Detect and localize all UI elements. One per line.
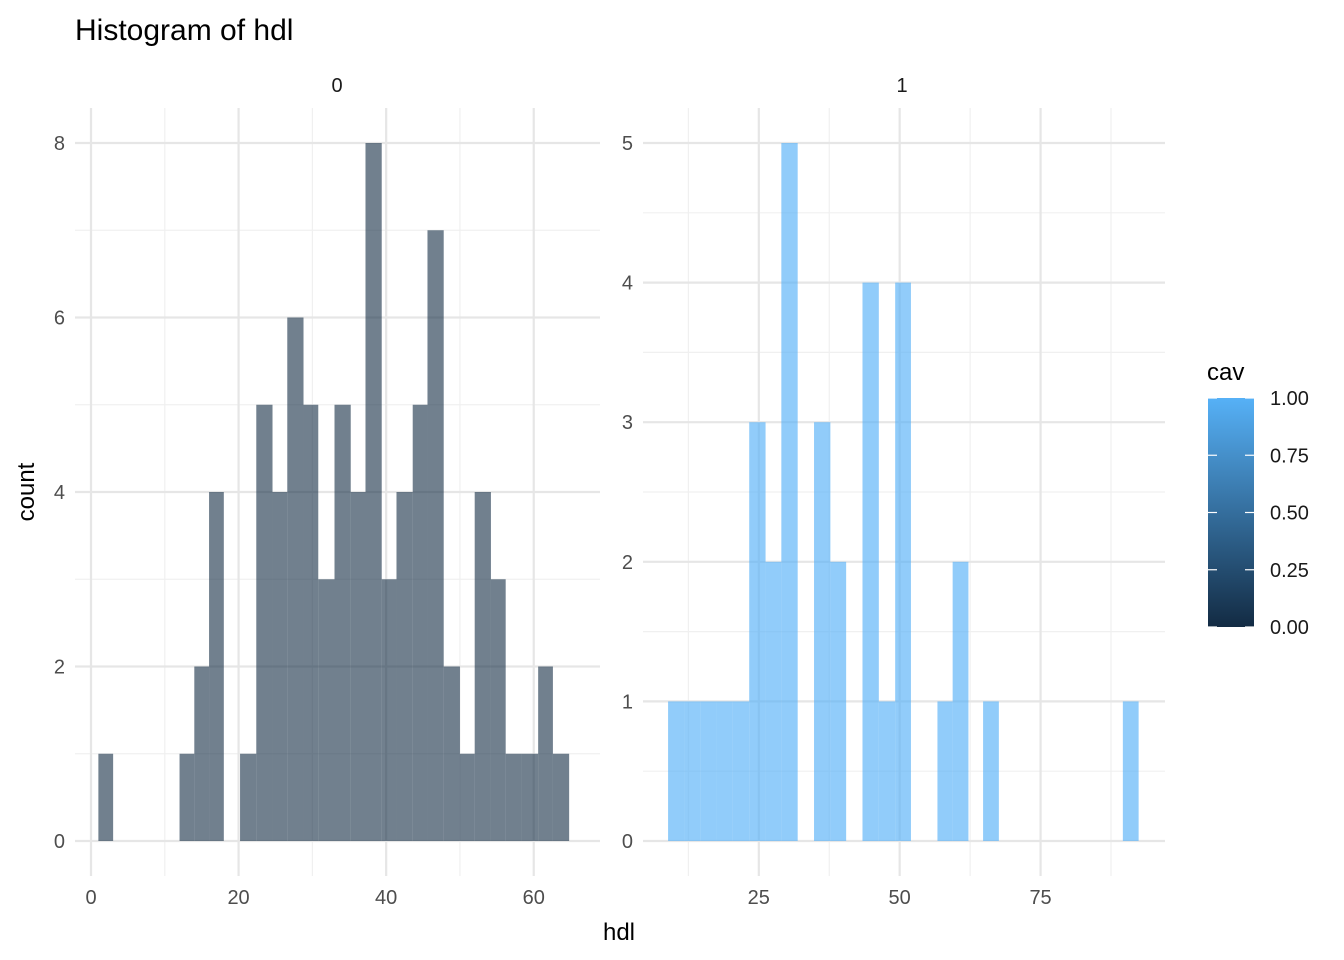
legend-label: 0.50: [1270, 503, 1309, 525]
histogram-bar: [749, 422, 766, 841]
facet-panel-1: 1 0 1 2 3 4 5 25 50 75: [622, 75, 1165, 909]
x-tick-label: 40: [375, 887, 397, 909]
histogram-bar: [781, 143, 798, 841]
y-tick-label: 6: [54, 308, 65, 330]
histogram-bar: [700, 701, 717, 841]
histogram-bar: [287, 317, 304, 841]
legend-label: 1.00: [1270, 388, 1309, 410]
histogram-bar: [427, 230, 444, 841]
y-tick-label: 0: [54, 831, 65, 853]
histogram-bar: [365, 143, 382, 841]
x-tick-label: 25: [748, 887, 770, 909]
histogram-bar: [443, 666, 460, 841]
y-tick-label: 1: [622, 691, 633, 713]
histogram-bar: [505, 753, 522, 841]
x-tick-label: 60: [523, 887, 545, 909]
y-tick-label: 0: [622, 831, 633, 853]
histogram-bar: [765, 561, 782, 841]
histogram-bar: [412, 404, 428, 841]
histogram-bar: [862, 282, 879, 842]
histogram-bar: [668, 701, 685, 841]
legend-label: 0.00: [1270, 617, 1309, 639]
histogram-bar: [256, 404, 273, 841]
histogram-bar: [98, 753, 114, 841]
histogram-bar: [983, 701, 999, 841]
histogram-bar: [194, 666, 210, 841]
histogram-bar: [272, 492, 288, 841]
x-tick-label: 20: [227, 887, 249, 909]
y-tick-label: 3: [622, 412, 633, 434]
legend-title: cav: [1207, 359, 1244, 386]
histogram-bar: [381, 579, 397, 841]
histogram-bar: [937, 701, 953, 841]
y-tick-label: 2: [622, 552, 633, 574]
histogram-bar: [490, 579, 506, 841]
histogram-bar: [459, 753, 475, 841]
histogram-bar: [814, 422, 831, 841]
histogram-bar: [240, 753, 257, 841]
y-tick-label: 4: [622, 273, 633, 295]
x-tick-label: 75: [1029, 887, 1051, 909]
histogram-bar: [396, 492, 413, 841]
facet-strip-label-1: 1: [896, 75, 907, 97]
legend-label: 0.75: [1270, 445, 1309, 467]
histogram-bar: [179, 753, 195, 841]
legend-label: 0.25: [1270, 560, 1309, 582]
histogram-bar: [350, 492, 366, 841]
histogram-bar: [318, 579, 335, 841]
histogram-bar: [303, 404, 319, 841]
histogram-bar: [334, 404, 351, 841]
histogram-bar: [952, 561, 969, 841]
histogram-bar: [552, 753, 570, 841]
histogram-bar: [716, 701, 733, 841]
y-tick-label: 8: [54, 133, 65, 155]
y-tick-label: 5: [622, 133, 633, 155]
histogram-bar: [732, 701, 750, 841]
histogram-bar: [209, 492, 224, 841]
facet-strip-label-0: 0: [331, 75, 342, 97]
y-axis-title: count: [13, 462, 40, 521]
x-tick-label: 0: [85, 887, 96, 909]
histogram-bar: [521, 753, 539, 841]
histogram-bar: [1122, 701, 1139, 841]
histogram-bar: [830, 561, 847, 841]
histogram-bar: [895, 282, 911, 842]
x-tick-label: 50: [889, 887, 911, 909]
y-tick-label: 2: [54, 657, 65, 679]
y-tick-label: 4: [54, 482, 65, 504]
histogram-bar: [474, 492, 491, 841]
histogram-bar: [538, 666, 553, 841]
color-legend: cav 1.00 0.75 0.50 0.25 0.00: [1207, 359, 1309, 639]
histogram-bar: [878, 701, 896, 841]
facet-panel-0: 0 0 2 4 6 8 0 20 40 60: [54, 75, 600, 909]
x-axis-title: hdl: [603, 919, 635, 946]
chart-title: Histogram of hdl: [75, 14, 293, 47]
histogram-bar: [684, 701, 701, 841]
